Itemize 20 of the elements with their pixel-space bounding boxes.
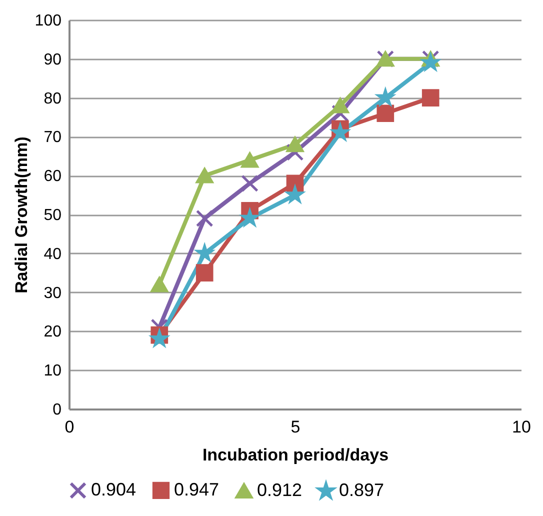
y-tick-label: 70 xyxy=(44,129,62,146)
y-tick-label: 40 xyxy=(44,246,62,263)
y-tick-label: 60 xyxy=(44,168,62,186)
y-tick-label: 90 xyxy=(44,51,62,68)
y-tick-label: 20 xyxy=(44,324,62,341)
y-tick-label: 50 xyxy=(44,207,62,224)
y-tick-label: 10 xyxy=(44,362,62,380)
y-tick-label: 0 xyxy=(52,402,62,418)
legend-label: 0.912 xyxy=(257,480,302,500)
y-tick-label: 100 xyxy=(34,12,62,30)
x-tick-label: 5 xyxy=(290,418,300,436)
x-axis-title: Incubation period/days xyxy=(202,446,389,464)
x-tick-label: 10 xyxy=(512,418,531,436)
y-axis-title: Radial Growth(mm) xyxy=(12,136,31,294)
legend-label: 0.904 xyxy=(91,479,136,500)
y-tick-label: 80 xyxy=(44,90,62,108)
y-tick-label: 30 xyxy=(44,284,62,302)
legend-label: 0.947 xyxy=(174,479,220,500)
x-tick-label: 0 xyxy=(64,418,74,436)
legend-label: 0.897 xyxy=(339,480,384,500)
